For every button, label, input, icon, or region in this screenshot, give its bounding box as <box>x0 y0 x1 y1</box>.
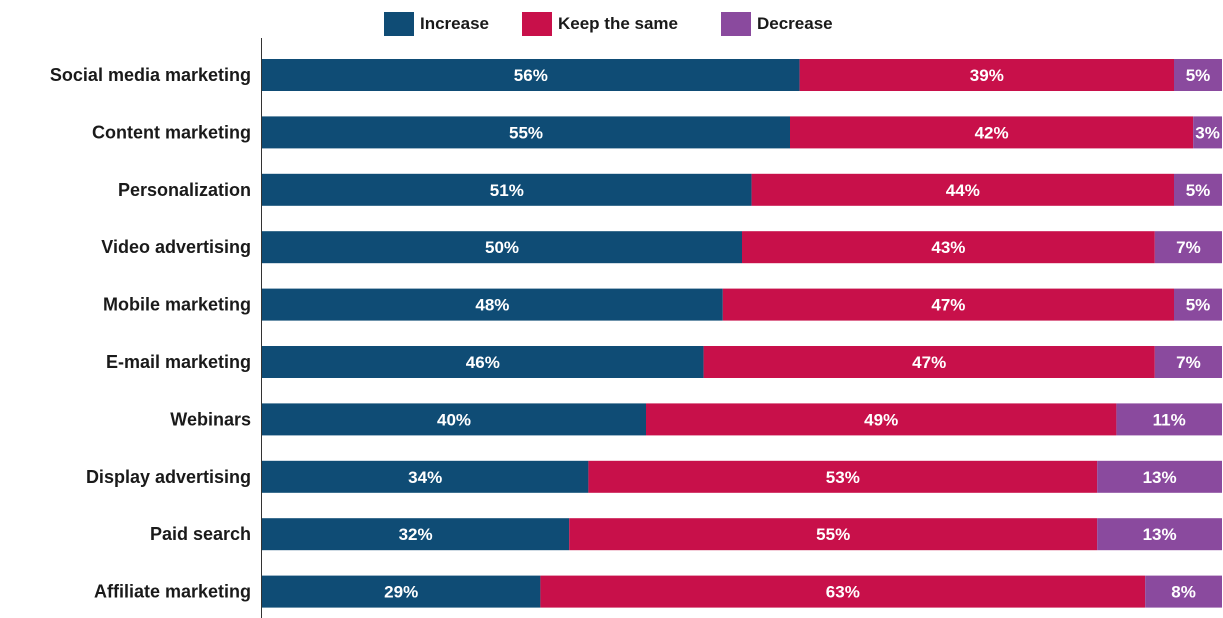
bar-social-media-marketing-keep-the-same <box>799 59 1174 91</box>
bar-social-media-marketing-decrease <box>1174 59 1222 91</box>
bar-video-advertising-decrease <box>1154 231 1222 264</box>
bar-paid-search-keep-the-same <box>569 518 1098 551</box>
data-label-display-advertising-decrease: 13% <box>1143 468 1177 487</box>
data-label-mobile-marketing-decrease: 5% <box>1186 296 1211 315</box>
legend-swatch-increase <box>384 12 414 36</box>
bar-webinars-increase <box>262 403 646 436</box>
data-label-paid-search-keep-the-same: 55% <box>816 525 850 544</box>
data-label-mobile-marketing-keep-the-same: 47% <box>931 296 965 315</box>
legend-label-increase: Increase <box>420 14 489 33</box>
category-label-paid-search: Paid search <box>150 524 251 544</box>
bar-personalization-keep-the-same <box>751 173 1174 206</box>
category-label-content-marketing: Content marketing <box>92 122 251 142</box>
data-label-personalization-keep-the-same: 44% <box>946 181 980 200</box>
bar-mobile-marketing-decrease <box>1174 288 1222 321</box>
bar-webinars-decrease <box>1116 403 1222 436</box>
category-label-affiliate-marketing: Affiliate marketing <box>94 582 251 602</box>
category-label-display-advertising: Display advertising <box>86 467 251 487</box>
bar-e-mail-marketing-keep-the-same <box>703 346 1155 378</box>
legend-swatch-keep-the-same <box>522 12 552 36</box>
data-label-e-mail-marketing-increase: 46% <box>466 353 500 372</box>
bar-display-advertising-decrease <box>1097 460 1222 493</box>
bar-personalization-decrease <box>1174 173 1222 206</box>
data-label-content-marketing-increase: 55% <box>509 123 543 142</box>
data-label-mobile-marketing-increase: 48% <box>475 296 509 315</box>
bar-personalization-increase <box>262 173 752 206</box>
data-label-paid-search-decrease: 13% <box>1143 525 1177 544</box>
data-label-affiliate-marketing-increase: 29% <box>384 583 418 602</box>
legend-label-keep-the-same: Keep the same <box>558 14 678 33</box>
legend-item-keep-the-same: Keep the same <box>522 10 678 38</box>
bar-content-marketing-keep-the-same <box>790 116 1194 149</box>
data-label-video-advertising-increase: 50% <box>485 238 519 257</box>
bar-e-mail-marketing-decrease <box>1154 346 1222 378</box>
data-label-social-media-marketing-increase: 56% <box>514 66 548 85</box>
bar-content-marketing-decrease <box>1193 116 1222 149</box>
data-label-affiliate-marketing-decrease: 8% <box>1171 583 1196 602</box>
bar-paid-search-increase <box>262 518 570 551</box>
data-label-personalization-decrease: 5% <box>1186 181 1211 200</box>
category-label-webinars: Webinars <box>170 409 251 429</box>
bar-affiliate-marketing-decrease <box>1145 575 1222 608</box>
bar-mobile-marketing-keep-the-same <box>722 288 1174 321</box>
category-label-video-advertising: Video advertising <box>101 237 251 257</box>
data-label-webinars-decrease: 11% <box>1153 410 1186 429</box>
data-label-paid-search-increase: 32% <box>399 525 433 544</box>
legend-swatch-decrease <box>721 12 751 36</box>
data-label-e-mail-marketing-keep-the-same: 47% <box>912 353 946 372</box>
data-label-webinars-keep-the-same: 49% <box>864 410 898 429</box>
data-label-content-marketing-decrease: 3% <box>1195 123 1220 142</box>
bar-e-mail-marketing-increase <box>262 346 704 378</box>
bar-video-advertising-increase <box>262 231 742 264</box>
legend-label-decrease: Decrease <box>757 14 833 33</box>
data-label-personalization-increase: 51% <box>490 181 524 200</box>
category-label-personalization: Personalization <box>118 180 251 200</box>
category-label-e-mail-marketing: E-mail marketing <box>106 352 251 372</box>
bar-social-media-marketing-increase <box>262 59 800 91</box>
data-label-affiliate-marketing-keep-the-same: 63% <box>826 583 860 602</box>
bar-display-advertising-keep-the-same <box>588 460 1098 493</box>
legend: Increase Keep the same Decrease <box>0 10 1223 38</box>
bar-webinars-keep-the-same <box>646 403 1117 436</box>
bar-content-marketing-increase <box>262 116 790 149</box>
legend-item-decrease: Decrease <box>721 10 833 38</box>
data-label-e-mail-marketing-decrease: 7% <box>1176 353 1201 372</box>
data-label-video-advertising-decrease: 7% <box>1176 238 1201 257</box>
data-label-webinars-increase: 40% <box>437 410 471 429</box>
category-label-social-media-marketing: Social media marketing <box>50 65 251 85</box>
bar-display-advertising-increase <box>262 460 589 493</box>
legend-item-increase: Increase <box>384 10 489 38</box>
bar-affiliate-marketing-keep-the-same <box>540 575 1146 608</box>
bar-affiliate-marketing-increase <box>262 575 541 608</box>
data-label-display-advertising-increase: 34% <box>408 468 442 487</box>
data-label-display-advertising-keep-the-same: 53% <box>826 468 860 487</box>
category-label-mobile-marketing: Mobile marketing <box>103 295 251 315</box>
data-label-content-marketing-keep-the-same: 42% <box>975 123 1009 142</box>
bar-paid-search-decrease <box>1097 518 1222 551</box>
bar-mobile-marketing-increase <box>262 288 723 321</box>
bar-video-advertising-keep-the-same <box>742 231 1155 264</box>
data-label-social-media-marketing-decrease: 5% <box>1186 66 1211 85</box>
data-label-video-advertising-keep-the-same: 43% <box>931 238 965 257</box>
data-label-social-media-marketing-keep-the-same: 39% <box>970 66 1004 85</box>
